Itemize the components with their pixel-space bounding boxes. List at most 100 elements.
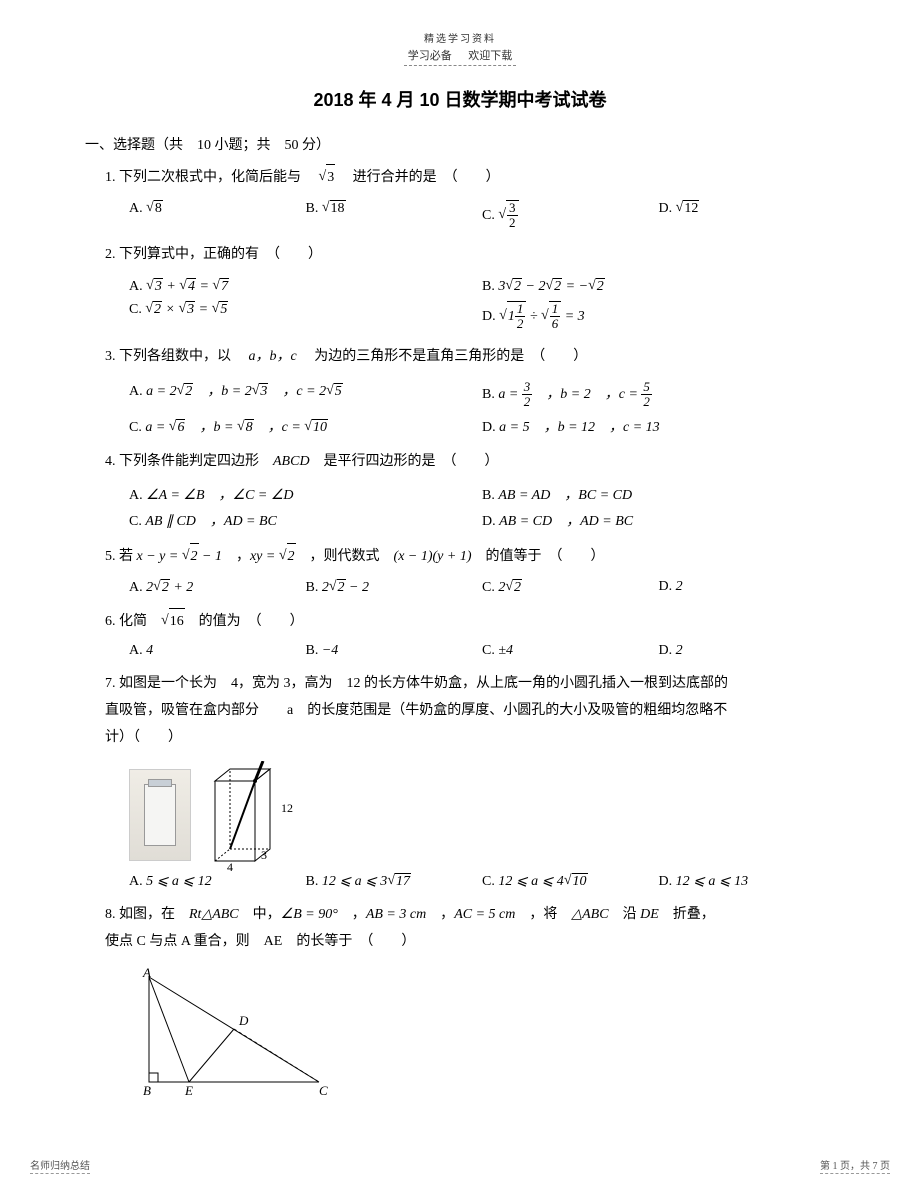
q1-opt-A: A. 8 xyxy=(129,198,306,233)
q4-B-l: B. xyxy=(482,488,498,503)
question-2: 2. 下列算式中，正确的有 （ ） xyxy=(105,242,835,269)
q5-B-l: B. xyxy=(306,580,322,595)
q1-B-label: B. xyxy=(306,201,322,216)
q5-A-l: A. xyxy=(129,580,146,595)
q4-opt-A: A. ∠A = ∠B ，∠C = ∠D xyxy=(129,481,482,507)
sqrt-icon: 12 xyxy=(676,200,700,217)
q1-stem-a: 1. 下列二次根式中，化简后能与 xyxy=(105,170,315,185)
q6-C-v: ±4 xyxy=(498,643,513,658)
header-small: 精选学习资料 xyxy=(85,30,835,45)
q4-B-expr: AB = AD ，BC = CD xyxy=(498,488,632,503)
svg-text:E: E xyxy=(184,1083,193,1097)
q4-C-l: C. xyxy=(129,514,145,529)
question-4: 4. 下列条件能判定四边形 ABCD 是平行四边形的是 （ ） xyxy=(105,449,835,476)
q3-B-l: B. xyxy=(482,387,498,402)
question-6: 6. 化简 16 的值为 （ ） xyxy=(105,608,835,636)
carton-icon xyxy=(144,784,176,846)
q1-opt-C: C. 32 xyxy=(482,198,659,233)
q2-C-l: C. xyxy=(129,302,145,317)
question-1: 1. 下列二次根式中，化简后能与 3 进行合并的是 （ ） xyxy=(105,164,835,192)
q7-line1: 7. 如图是一个长为 4，宽为 3，高为 12 的长方体牛奶盒，从上底一角的小圆… xyxy=(105,671,835,698)
q5-options: A. 22 + 2 B. 22 − 2 C. 22 D. 2 xyxy=(129,577,835,598)
sqrt-3-icon: 3 xyxy=(319,164,336,192)
q5-opt-C: C. 22 xyxy=(482,577,659,598)
q3-opt-B: B. a = 32 ，b = 2 ，c = 52 xyxy=(482,377,835,413)
q3-vars: a，b，c xyxy=(249,349,297,364)
q7-dim-h: 12 xyxy=(281,801,293,816)
q4-A-expr: ∠A = ∠B ，∠C = ∠D xyxy=(146,488,293,503)
q5-opt-A: A. 22 + 2 xyxy=(129,577,306,598)
question-8: 8. 如图，在 Rt△ABC 中，∠B = 90° ，AB = 3 cm ，AC… xyxy=(105,902,835,955)
svg-text:A: A xyxy=(142,967,151,980)
q7-dim-d: 3 xyxy=(261,848,267,863)
header-sub-right: 欢迎下载 xyxy=(468,50,512,62)
triangle-svg: A B E C D xyxy=(129,967,339,1097)
footer-right: 第 1 页，共 7 页 xyxy=(820,1157,890,1174)
q6-C-l: C. xyxy=(482,643,498,658)
question-5: 5. 若 x − y = 2 − 1 ，xy = 2 ，则代数式 (x − 1)… xyxy=(105,543,835,571)
q3-opt-A: A. a = 22 ，b = 23 ，c = 25 xyxy=(129,377,482,413)
q7-options: A. 5 ⩽ a ⩽ 12 B. 12 ⩽ a ⩽ 317 C. 12 ⩽ a … xyxy=(129,871,835,892)
q5-opt-D: D. 2 xyxy=(659,577,836,598)
q2-opt-A: A. 3 + 4 = 7 xyxy=(129,275,482,298)
header-sub-left: 学习必备 xyxy=(408,50,452,62)
q1-options: A. 8 B. 18 C. 32 D. 12 xyxy=(129,198,835,233)
q5-C-l: C. xyxy=(482,580,498,595)
q3-C-l: C. xyxy=(129,420,145,435)
q3-options: A. a = 22 ，b = 23 ，c = 25 B. a = 32 ，b =… xyxy=(129,377,835,439)
q1-C-label: C. xyxy=(482,208,498,223)
q1-opt-D: D. 12 xyxy=(659,198,836,233)
cuboid-svg xyxy=(205,761,295,871)
q5-opt-B: B. 22 − 2 xyxy=(306,577,483,598)
q4-options: A. ∠A = ∠B ，∠C = ∠D B. AB = AD ，BC = CD … xyxy=(129,481,835,533)
sqrt-icon: 8 xyxy=(146,200,163,217)
q7-A-l: A. xyxy=(129,874,146,889)
q8-line2: 使点 C 与点 A 重合，则 AE 的长等于 （ ） xyxy=(105,929,835,956)
milkbox-photo xyxy=(129,769,191,861)
q4-opt-C: C. AB ∥ CD ，AD = BC xyxy=(129,507,482,533)
q2-D-l: D. xyxy=(482,309,499,324)
q5-D-l: D. xyxy=(659,579,676,594)
q7-line2: 直吸管，吸管在盒内部分 a 的长度范围是（牛奶盒的厚度、小圆孔的大小及吸管的粗细… xyxy=(105,698,835,725)
header-sub: 学习必备 欢迎下载 xyxy=(404,47,517,66)
q6-opt-B: B. −4 xyxy=(306,641,483,661)
q4-C-expr: AB ∥ CD ，AD = BC xyxy=(145,514,277,529)
q6-opt-A: A. 4 xyxy=(129,641,306,661)
q6-A-l: A. xyxy=(129,643,146,658)
q6-opt-C: C. ±4 xyxy=(482,641,659,661)
q7-opt-B: B. 12 ⩽ a ⩽ 317 xyxy=(306,871,483,892)
q3-stem-a: 3. 下列各组数中，以 xyxy=(105,349,245,364)
sqrt-icon: 32 xyxy=(498,200,518,231)
q1-D-val: 12 xyxy=(683,200,699,217)
q1-A-label: A. xyxy=(129,201,146,216)
q4-opt-B: B. AB = AD ，BC = CD xyxy=(482,481,835,507)
q2-opt-B: B. 32 − 22 = −2 xyxy=(482,275,835,298)
q2-A-l: A. xyxy=(129,279,146,294)
q6-opt-D: D. 2 xyxy=(659,641,836,661)
q6-B-l: B. xyxy=(306,643,322,658)
q7-A-v: 5 ⩽ a ⩽ 12 xyxy=(146,874,211,889)
svg-text:B: B xyxy=(143,1083,151,1097)
q6-D-l: D. xyxy=(659,643,676,658)
q5-D-v: 2 xyxy=(676,579,683,594)
footer-right-text: 第 1 页，共 7 页 xyxy=(820,1157,890,1174)
q4-opt-D: D. AB = CD ，AD = BC xyxy=(482,507,835,533)
q7-line3: 计）（ ） xyxy=(105,725,835,752)
svg-text:C: C xyxy=(319,1083,328,1097)
q4-D-expr: AB = CD ，AD = BC xyxy=(499,514,633,529)
q6-options: A. 4 B. −4 C. ±4 D. 2 xyxy=(129,641,835,661)
q3-opt-C: C. a = 6 ，b = 8 ，c = 10 xyxy=(129,413,482,439)
q1-D-label: D. xyxy=(659,201,676,216)
q2-B-l: B. xyxy=(482,279,498,294)
q6-D-v: 2 xyxy=(676,643,683,658)
q7-opt-C: C. 12 ⩽ a ⩽ 410 xyxy=(482,871,659,892)
q7-figure: 12 3 4 xyxy=(129,761,835,861)
q2-opt-C: C. 2 × 3 = 5 xyxy=(129,298,482,335)
question-7: 7. 如图是一个长为 4，宽为 3，高为 12 的长方体牛奶盒，从上底一角的小圆… xyxy=(105,671,835,751)
q7-dim-w: 4 xyxy=(227,860,233,875)
question-3: 3. 下列各组数中，以 a，b，c 为边的三角形不是直角三角形的是 （ ） xyxy=(105,344,835,371)
cuboid-diagram: 12 3 4 xyxy=(205,761,285,861)
q3-D-l: D. xyxy=(482,420,499,435)
q7-C-l: C. xyxy=(482,874,498,889)
q3-opt-D: D. a = 5 ，b = 12 ，c = 13 xyxy=(482,413,835,439)
